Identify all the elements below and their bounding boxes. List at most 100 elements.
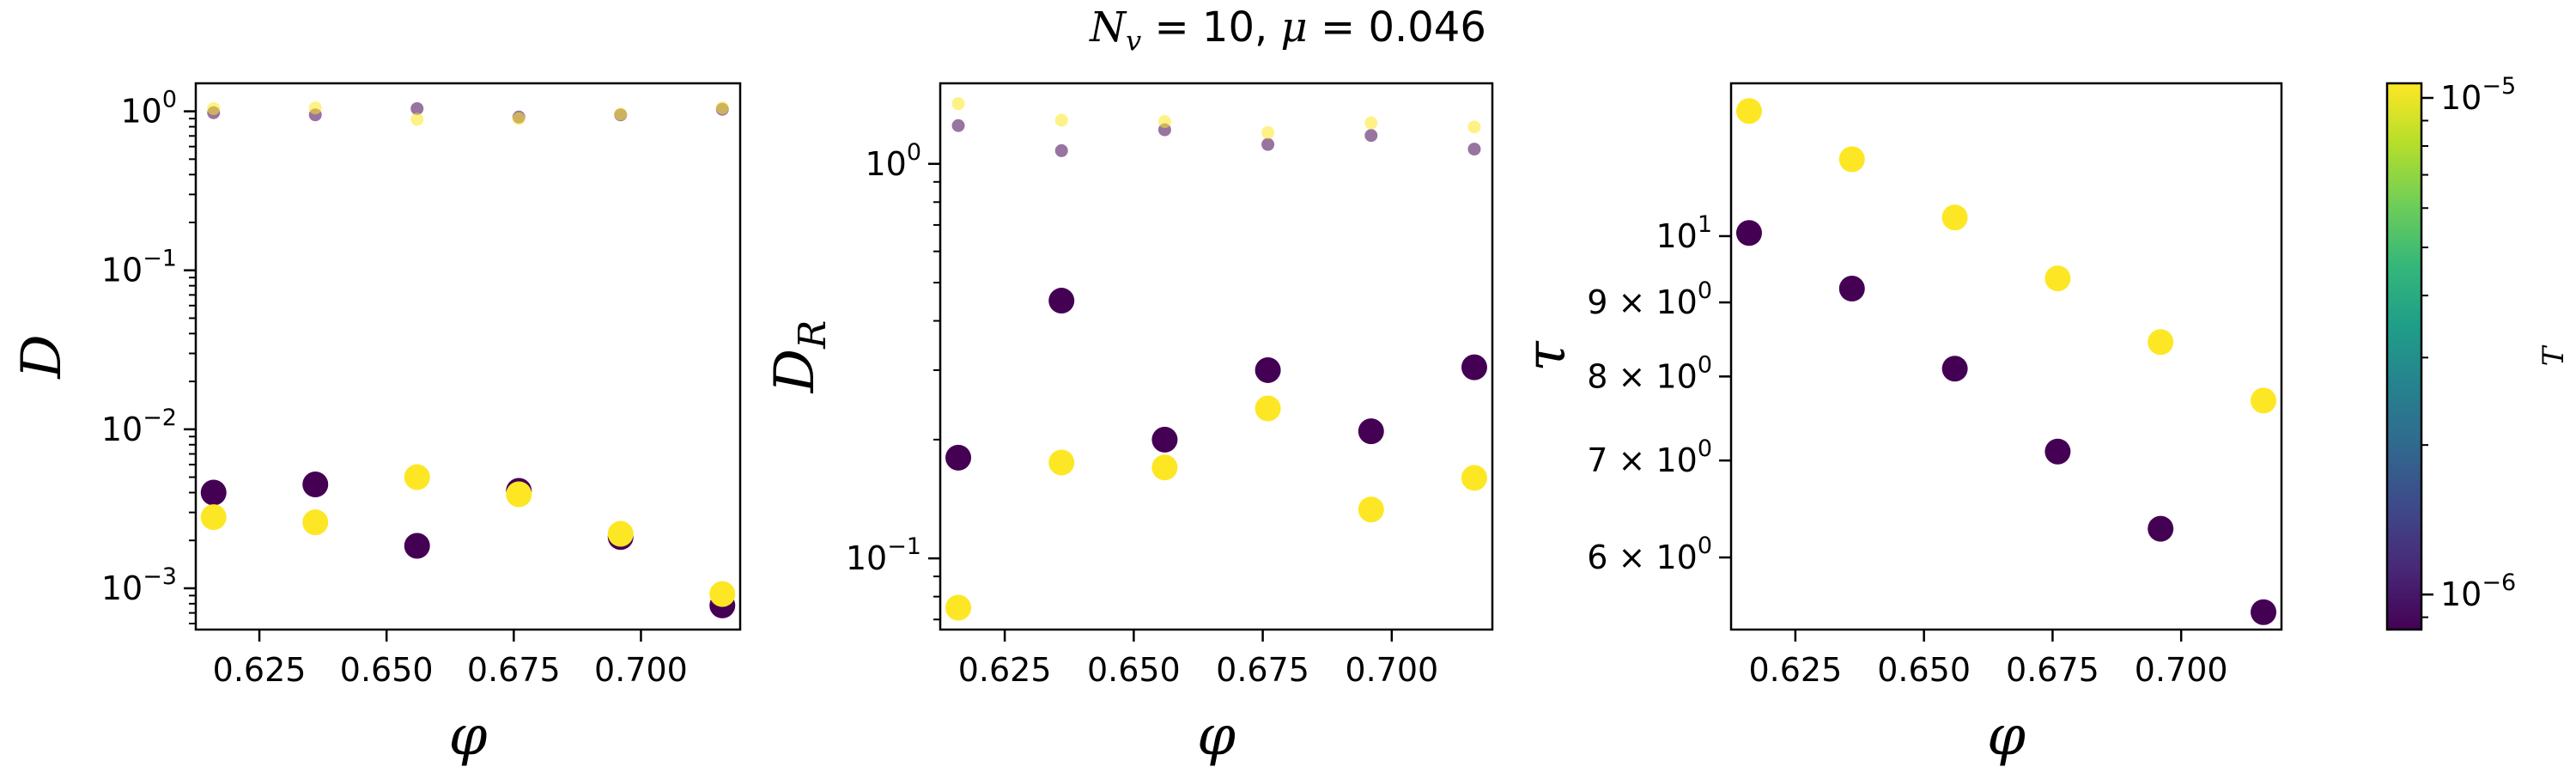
x-tick-label: 0.700 xyxy=(1345,651,1438,689)
y-tick-label: 10−1 xyxy=(846,533,921,577)
data-point xyxy=(1838,146,1865,173)
data-point-faded xyxy=(951,119,965,132)
plot-frame xyxy=(939,82,1494,631)
y-tick-label-exponent: 0 xyxy=(907,139,921,166)
y-tick-label-exponent: 0 xyxy=(1698,533,1712,559)
y-tick-label-exponent: 0 xyxy=(1698,277,1712,304)
data-point-faded xyxy=(715,101,729,115)
data-point xyxy=(1735,220,1762,247)
data-point-faded xyxy=(614,107,628,121)
data-point xyxy=(200,504,227,531)
y-tick-label-base: 8 × 10 xyxy=(1587,357,1698,395)
data-point xyxy=(404,533,430,559)
y-tick-label: 10−1 xyxy=(101,246,177,289)
y-tick-label: 10−3 xyxy=(101,563,177,607)
data-point xyxy=(1735,98,1762,125)
data-point xyxy=(1048,449,1075,476)
y-tick-label-exponent: −2 xyxy=(143,405,177,431)
data-point xyxy=(945,594,972,621)
y-tick-label-exponent: 0 xyxy=(162,87,177,113)
colorbar-tick-label: 10−5 xyxy=(2440,73,2516,117)
y-tick-label-exponent: 0 xyxy=(1698,435,1712,462)
data-point-faded xyxy=(1364,129,1378,143)
y-tick-label-exponent: −1 xyxy=(887,533,921,560)
y-tick-label-base: 7 × 10 xyxy=(1587,441,1698,479)
colorbar: 10−610−5T xyxy=(2385,73,2571,631)
x-axis-label: φ xyxy=(449,704,488,768)
y-tick-label: 10−2 xyxy=(101,405,177,448)
x-axis-label: φ xyxy=(1197,704,1236,768)
x-tick-label: 0.625 xyxy=(1748,651,1842,689)
y-tick-label-base: 10 xyxy=(846,539,887,577)
data-point xyxy=(2044,265,2071,292)
colorbar-tick-label-base: 10 xyxy=(2440,575,2482,613)
data-point xyxy=(709,581,736,607)
data-point-faded xyxy=(1261,125,1275,139)
y-tick-label-base: 10 xyxy=(865,145,906,183)
x-tick-label: 0.675 xyxy=(1216,651,1309,689)
data-point xyxy=(2044,438,2071,465)
title-mu-symbol: μ xyxy=(1280,3,1308,52)
data-point xyxy=(200,479,227,506)
y-axis-label: τ xyxy=(1515,340,1578,372)
data-point xyxy=(1151,454,1178,481)
colorbar-tick-label-base: 10 xyxy=(2440,79,2482,117)
title-n-subscript: v xyxy=(1126,24,1142,58)
data-point xyxy=(1048,288,1075,314)
data-point xyxy=(1151,426,1178,453)
y-tick-label-exponent: −3 xyxy=(143,563,177,590)
data-point-faded xyxy=(410,113,424,126)
data-point xyxy=(506,481,532,508)
data-point-faded xyxy=(1364,116,1378,130)
data-point xyxy=(1838,275,1865,301)
data-point-faded xyxy=(1054,143,1068,157)
data-point-faded xyxy=(308,101,322,115)
data-point xyxy=(607,520,634,547)
y-tick-label: 101 xyxy=(1656,211,1712,255)
y-tick-label-base: 9 × 10 xyxy=(1587,283,1698,321)
y-tick-label: 6 × 100 xyxy=(1587,533,1712,576)
data-point xyxy=(2251,599,2277,625)
x-axis-label: φ xyxy=(1987,704,2026,768)
data-point xyxy=(945,444,972,471)
y-tick-label-base: 10 xyxy=(1656,217,1697,255)
data-point xyxy=(2148,329,2174,356)
data-point-faded xyxy=(1261,137,1275,151)
data-point xyxy=(1941,356,1968,382)
x-tick-label: 0.675 xyxy=(2006,651,2099,689)
title-mu-value: = 0.046 xyxy=(1307,3,1486,52)
data-point xyxy=(302,509,329,536)
y-tick-label-base: 6 × 10 xyxy=(1587,539,1698,576)
title-n-symbol: N xyxy=(1090,3,1127,52)
data-point-faded xyxy=(1467,143,1481,156)
colorbar-tick-label-exponent: −6 xyxy=(2482,569,2516,596)
y-axis-label-symbol: D xyxy=(763,349,827,393)
x-tick-label: 0.650 xyxy=(340,651,434,689)
y-tick-label-exponent: 0 xyxy=(1698,351,1712,378)
y-axis-label-symbol: τ xyxy=(1515,340,1578,372)
data-point-faded xyxy=(951,97,965,111)
data-point-faded xyxy=(512,112,526,125)
colorbar-tick-label: 10−6 xyxy=(2440,569,2516,613)
title-n-value: = 10, xyxy=(1141,3,1281,52)
y-axis-label-symbol: D xyxy=(10,334,74,379)
data-point xyxy=(1358,418,1384,445)
y-tick-label: 8 × 100 xyxy=(1587,351,1712,395)
x-tick-label: 0.625 xyxy=(213,651,307,689)
x-tick-label: 0.700 xyxy=(594,651,688,689)
data-point xyxy=(1461,465,1487,491)
x-tick-label: 0.625 xyxy=(958,651,1052,689)
data-point xyxy=(404,464,430,490)
colorbar-label: T xyxy=(2537,344,2571,366)
plot-frame xyxy=(1729,82,2283,631)
data-point xyxy=(1255,356,1281,383)
data-point xyxy=(2251,387,2277,414)
data-point xyxy=(1255,395,1281,422)
data-point-faded xyxy=(1157,115,1171,129)
data-point xyxy=(1941,204,1968,231)
data-point-faded xyxy=(1467,120,1481,134)
y-tick-label-exponent: 1 xyxy=(1698,211,1712,238)
